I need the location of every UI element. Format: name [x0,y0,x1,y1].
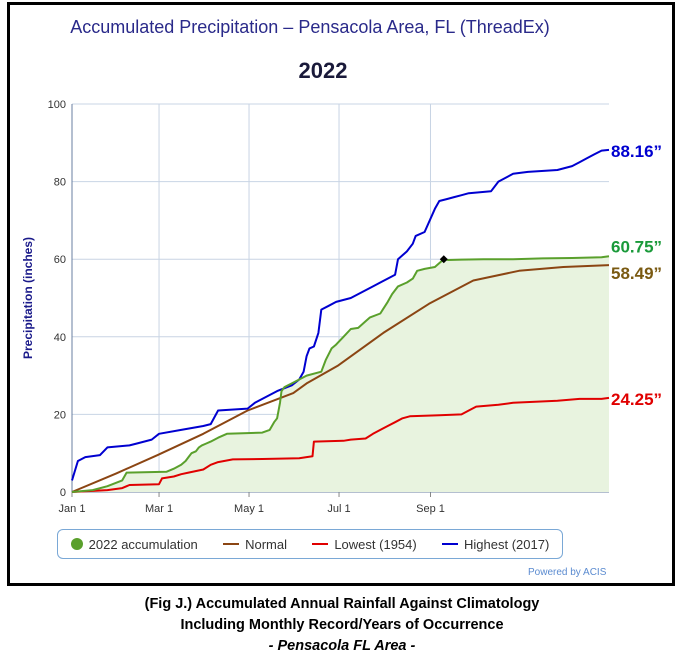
plot-area: 0 20 40 60 80 100 Jan 1 Mar 1 May 1 Jul 1 Sep 1 Pre… [21,99,662,515]
figure-caption-line1: (Fig J.) Accumulated Annual Rainfall Aga… [144,596,540,612]
legend-item[interactable]: Lowest (1954) [312,536,417,552]
y-tick-label: 20 [54,409,66,421]
figure-caption-line2: Including Monthly Record/Years of Occurr… [180,617,504,633]
legend-label: Lowest (1954) [334,536,417,552]
end-value-label: 60.75” [611,237,662,256]
figure-caption-line3: - Pensacola FL Area - [268,638,416,654]
legend-line-icon [312,543,329,545]
series-line-lowest-1954 [71,396,610,493]
end-value-label: 24.25” [611,390,662,409]
series-line-highest-2017 [71,148,610,481]
end-value-label: 88.16” [611,142,662,161]
chart-title: Accumulated Precipitation – Pensacola Ar… [70,17,550,37]
y-tick-label: 0 [60,487,66,499]
chart-legend: 2022 accumulation Normal Lowest (1954) High… [57,529,563,559]
legend-item[interactable]: 2022 accumulation [70,536,198,552]
x-tick-label: Jan 1 [59,503,86,515]
series-line-2022-accumulation [71,255,610,493]
legend-label: 2022 accumulation [88,536,198,552]
end-value-label: 58.49” [611,264,662,283]
legend-dot-icon [70,538,83,550]
chart-svg: Accumulated Precipitation – Pensacola Ar… [21,17,662,515]
legend-item[interactable]: Normal [223,537,287,552]
x-tick-label: Sep 1 [416,503,445,515]
current-value-marker [439,255,448,264]
x-tick-label: May 1 [234,503,264,515]
y-axis-label: Precipitation (inches) [21,237,35,359]
area-2022-accumulation [72,256,609,492]
legend-line-icon [223,543,240,545]
x-tick-label: Jul 1 [327,503,350,515]
legend-label: Highest (2017) [464,536,550,552]
x-tick-label: Mar 1 [145,503,173,515]
y-tick-label: 80 [54,177,66,189]
legend-line-icon [442,543,459,545]
legend-item[interactable]: Highest (2017) [442,537,549,552]
powered-by-label: Powered by ACIS [528,567,607,578]
series-line-normal [71,264,610,493]
chart-subtitle: 2022 [299,58,348,83]
legend-label: Normal [245,536,288,552]
y-tick-label: 100 [48,99,66,111]
y-tick-label: 40 [54,332,66,344]
y-tick-label: 60 [54,254,66,266]
